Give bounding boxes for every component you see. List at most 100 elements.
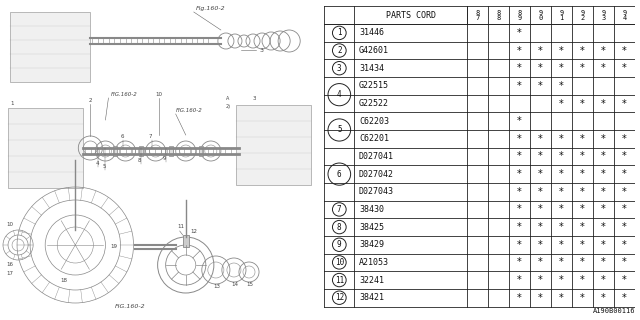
Text: 7: 7 (148, 134, 152, 139)
Text: D027042: D027042 (359, 170, 394, 179)
Text: *: * (601, 169, 606, 179)
Bar (10, 12, 90, 82)
Text: D027041: D027041 (359, 152, 394, 161)
Text: Fig.160-2: Fig.160-2 (196, 6, 225, 11)
Text: 2): 2) (226, 104, 231, 109)
Text: 4: 4 (337, 90, 342, 99)
Text: PARTS CORD: PARTS CORD (386, 11, 436, 20)
Bar (113, 146, 118, 156)
Text: 16: 16 (6, 262, 13, 267)
Text: 38425: 38425 (359, 223, 384, 232)
Bar (138, 146, 143, 156)
Text: *: * (517, 28, 522, 38)
Text: *: * (622, 63, 627, 73)
Text: *: * (622, 151, 627, 162)
Text: *: * (559, 187, 564, 197)
Text: G22522: G22522 (359, 99, 389, 108)
Text: *: * (559, 204, 564, 214)
Text: 32241: 32241 (359, 276, 384, 284)
Text: G42601: G42601 (359, 46, 389, 55)
Text: 15: 15 (246, 282, 253, 287)
Text: *: * (601, 134, 606, 144)
Text: C62201: C62201 (359, 134, 389, 143)
Text: *: * (622, 204, 627, 214)
Bar (183, 235, 189, 247)
Text: 5: 5 (102, 164, 106, 169)
Text: *: * (517, 169, 522, 179)
Text: *: * (622, 45, 627, 56)
Text: 18: 18 (60, 278, 67, 283)
Text: 9
1: 9 1 (559, 10, 564, 21)
Text: *: * (601, 45, 606, 56)
Text: *: * (580, 169, 585, 179)
Text: 3: 3 (259, 48, 263, 53)
Text: *: * (517, 81, 522, 91)
Text: *: * (538, 45, 543, 56)
Text: *: * (517, 293, 522, 303)
Text: *: * (580, 45, 585, 56)
Text: 8: 8 (337, 223, 342, 232)
Text: FIG.160-2: FIG.160-2 (111, 92, 137, 97)
Text: 9
2: 9 2 (580, 10, 584, 21)
Text: *: * (517, 222, 522, 232)
Bar (199, 146, 203, 156)
Text: 9: 9 (163, 156, 166, 161)
Text: *: * (538, 169, 543, 179)
Text: 10: 10 (156, 92, 163, 97)
Text: *: * (601, 240, 606, 250)
Text: *: * (622, 187, 627, 197)
Text: 1: 1 (10, 101, 13, 106)
Text: *: * (622, 275, 627, 285)
Text: 31434: 31434 (359, 64, 384, 73)
Text: *: * (580, 99, 585, 108)
Text: 9: 9 (337, 240, 342, 249)
Text: 38430: 38430 (359, 205, 384, 214)
Text: *: * (580, 151, 585, 162)
Text: *: * (538, 151, 543, 162)
Text: *: * (601, 187, 606, 197)
Text: D027043: D027043 (359, 187, 394, 196)
Text: *: * (538, 275, 543, 285)
Text: *: * (622, 257, 627, 268)
Text: *: * (559, 240, 564, 250)
Bar (8, 108, 83, 188)
Text: *: * (622, 134, 627, 144)
Text: 6: 6 (337, 170, 342, 179)
Text: 8
7: 8 7 (476, 10, 480, 21)
Text: *: * (622, 293, 627, 303)
Text: 38429: 38429 (359, 240, 384, 249)
Text: G22515: G22515 (359, 81, 389, 90)
Text: *: * (580, 293, 585, 303)
Text: A190B00116: A190B00116 (593, 308, 635, 314)
Text: 11: 11 (335, 276, 344, 284)
Text: A: A (226, 96, 229, 101)
Text: 10: 10 (6, 222, 13, 227)
Text: 10: 10 (335, 258, 344, 267)
Text: 13: 13 (213, 284, 220, 289)
Text: *: * (559, 151, 564, 162)
Text: 17: 17 (6, 271, 13, 276)
Text: *: * (559, 293, 564, 303)
Text: 3: 3 (253, 96, 257, 101)
Text: *: * (601, 99, 606, 108)
Text: *: * (538, 204, 543, 214)
Text: *: * (622, 169, 627, 179)
Text: 12: 12 (191, 229, 198, 234)
Text: *: * (601, 275, 606, 285)
Text: *: * (601, 63, 606, 73)
Text: *: * (580, 134, 585, 144)
Text: *: * (517, 204, 522, 214)
Text: *: * (559, 169, 564, 179)
Text: 8
9: 8 9 (517, 10, 522, 21)
Text: 3: 3 (337, 64, 342, 73)
Text: *: * (580, 204, 585, 214)
Text: 9
4: 9 4 (622, 10, 627, 21)
Text: *: * (517, 45, 522, 56)
Text: 1: 1 (337, 28, 342, 37)
Bar (169, 146, 173, 156)
Text: *: * (601, 257, 606, 268)
Text: *: * (538, 81, 543, 91)
Text: A21053: A21053 (359, 258, 389, 267)
Text: *: * (559, 81, 564, 91)
Text: *: * (517, 257, 522, 268)
